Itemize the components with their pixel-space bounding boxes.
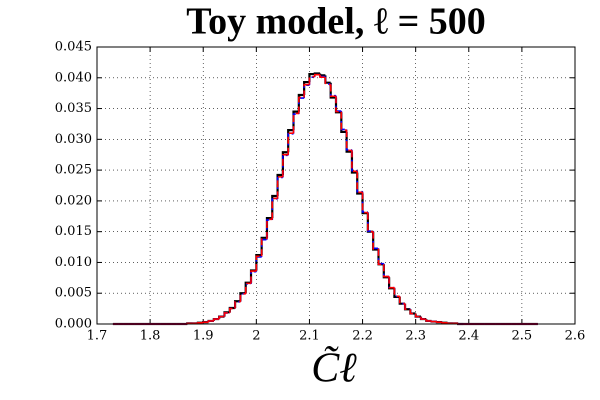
chart-title: Toy model, ℓ = 500 (186, 1, 485, 43)
histogram-step (228, 307, 236, 313)
histogram-step (271, 197, 278, 220)
histogram-step (351, 150, 358, 173)
histogram-step (197, 321, 204, 324)
histogram-step (350, 151, 358, 174)
histogram-step (276, 176, 283, 199)
histogram-step (420, 316, 427, 320)
y-tick-label: 0.000 (55, 317, 92, 332)
histogram-step (255, 255, 262, 272)
histogram-step (202, 321, 209, 323)
histogram-step (207, 320, 214, 323)
histogram-step (335, 96, 342, 113)
histogram-step (430, 320, 437, 323)
x-tick-label: 1.9 (193, 329, 214, 344)
histogram-step (398, 296, 406, 305)
y-tick-label: 0.010 (55, 255, 92, 270)
y-tick-label: 0.035 (55, 101, 92, 116)
y-tick-label: 0.015 (55, 224, 92, 239)
histogram-step (292, 112, 299, 134)
histogram-step (282, 153, 289, 177)
histogram-step (297, 93, 305, 112)
x-tick-label: 2.6 (565, 329, 586, 344)
histogram-step (218, 315, 225, 320)
histogram-step (345, 130, 352, 152)
histogram-step (271, 194, 278, 219)
x-tick-label: 2.1 (299, 329, 320, 344)
y-tick-label: 0.020 (55, 193, 92, 208)
x-tick-label: 2 (252, 329, 260, 344)
histogram-step (377, 248, 384, 266)
histogram-step (367, 212, 374, 233)
plot-frame (96, 46, 576, 325)
histogram-step (388, 276, 395, 289)
histogram-step (329, 84, 336, 98)
x-tick-label: 2.5 (512, 329, 533, 344)
histogram-step (446, 322, 453, 325)
histogram-step (287, 132, 294, 155)
histogram-step (356, 172, 363, 195)
histogram-step (356, 171, 363, 194)
histogram-step (319, 74, 326, 78)
histogram-step (425, 319, 432, 322)
y-tick-label: 0.025 (55, 163, 92, 178)
x-tick-label: 2.3 (405, 329, 426, 344)
histogram-step (239, 293, 246, 302)
histogram-step (441, 321, 448, 324)
histogram-step (250, 270, 257, 284)
x-axis-label: C̃ℓ (311, 346, 357, 392)
histogram-step (409, 309, 416, 315)
histogram-step (234, 301, 241, 309)
histogram-step (404, 303, 411, 311)
histogram-step (313, 73, 321, 77)
histogram-step (436, 321, 443, 323)
y-tick-label: 0.005 (55, 286, 92, 301)
histogram-step (266, 218, 273, 240)
histogram-step (223, 312, 230, 317)
x-tick-label: 1.7 (87, 329, 108, 344)
histogram-step (324, 77, 331, 86)
y-tick-label: 0.030 (55, 132, 92, 147)
histogram-step (244, 282, 252, 294)
histogram-step (260, 238, 267, 257)
histogram-step (308, 75, 315, 85)
x-tick-label: 1.8 (140, 329, 161, 344)
histogram-step (265, 217, 273, 238)
histogram-step (340, 111, 347, 131)
histogram-step (292, 110, 299, 131)
histogram-step (313, 72, 321, 75)
histogram-step (303, 83, 310, 98)
histogram-step (372, 231, 379, 250)
histogram-step (393, 287, 400, 298)
x-tick-label: 2.2 (352, 329, 373, 344)
histogram-step (298, 96, 305, 114)
x-tick-label: 2.4 (458, 329, 479, 344)
histogram-step (414, 313, 421, 318)
y-tick-label: 0.045 (55, 40, 92, 55)
y-tick-label: 0.040 (55, 70, 92, 85)
histogram-step (340, 112, 347, 134)
histogram-step (213, 318, 220, 321)
histogram-step (345, 131, 352, 153)
histogram-step (383, 264, 390, 278)
histogram-step (361, 192, 368, 214)
